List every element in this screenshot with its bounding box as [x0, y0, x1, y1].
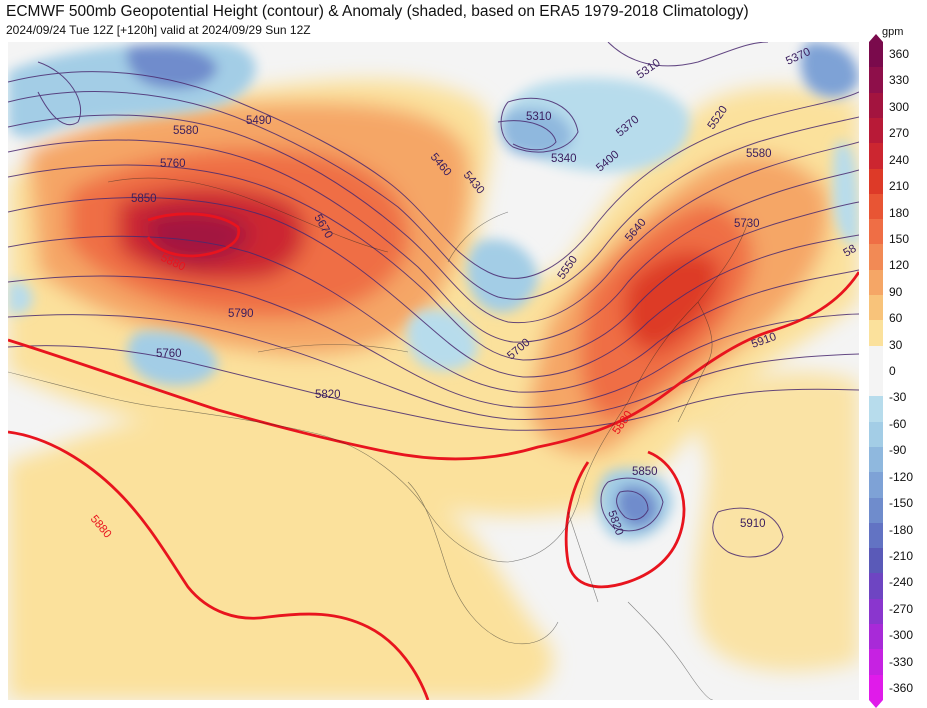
colorbar-tick-label: -240: [889, 575, 914, 590]
colorbar-tick-label: 60: [889, 311, 903, 326]
contour-label: 5730: [734, 218, 760, 230]
contour-label: 5310: [526, 111, 552, 123]
colorbar-swatch: [869, 371, 883, 397]
colorbar-swatch: [869, 295, 883, 321]
colorbar-top-arrow: [869, 34, 883, 42]
map-subtitle: 2024/09/24 Tue 12Z [+120h] valid at 2024…: [6, 23, 311, 37]
colorbar-swatch: [869, 42, 883, 68]
colorbar-swatch: [869, 193, 883, 220]
colorbar-swatch: [869, 219, 883, 245]
colorbar-tick-label: 120: [889, 258, 910, 273]
colorbar-tick-label: -300: [889, 628, 914, 643]
colorbar-tick-label: -120: [889, 469, 914, 484]
contour-label: 5580: [173, 125, 199, 137]
country-boundaries: [8, 177, 749, 700]
colorbar-swatch: [869, 244, 883, 271]
colorbar-tick-label: 0: [889, 364, 896, 378]
contour-label: 5760: [156, 348, 182, 360]
colorbar-tick-label: 150: [889, 231, 910, 246]
colorbar-swatch: [869, 143, 883, 170]
colorbar-tick-label: -30: [889, 390, 907, 405]
colorbar-bottom-arrow: [869, 700, 883, 708]
contour-5880: [8, 212, 859, 700]
colorbar-swatch: [869, 598, 883, 625]
colorbar-tick-label: -60: [889, 416, 907, 431]
negative-anomaly-shading: [8, 42, 859, 541]
colorbar-tick-label: -270: [889, 601, 914, 616]
colorbar-swatch: [869, 573, 883, 600]
positive-anomaly-shading: [8, 79, 859, 700]
colorbar-tick-label: 300: [889, 99, 910, 114]
weather-map: 5580 5490 5760 5850 5880 5670 5460 5430 …: [8, 42, 859, 700]
colorbar-tick-label: -180: [889, 522, 914, 537]
colorbar-swatch: [869, 269, 883, 296]
map-title: ECMWF 500mb Geopotential Height (contour…: [6, 3, 749, 20]
colorbar-swatch: [869, 396, 883, 423]
contour-label: 5850: [131, 193, 157, 205]
colorbar-tick-label: 240: [889, 152, 910, 167]
anomaly-field: 5580 5490 5760 5850 5880 5670 5460 5430 …: [8, 42, 859, 700]
colorbar-unit: gpm: [882, 26, 904, 38]
contour-label: 5850: [632, 466, 658, 478]
colorbar-swatch: [869, 117, 883, 144]
colorbar-swatch: [869, 67, 883, 94]
height-contours: [8, 42, 859, 558]
colorbar-swatch: [869, 649, 883, 676]
colorbar-tick-label: 270: [889, 126, 910, 141]
colorbar-swatch: [869, 168, 883, 195]
colorbar-tick-label: 30: [889, 337, 903, 352]
contour-label: 5790: [228, 308, 254, 320]
colorbar-tick-label: 360: [889, 47, 910, 61]
contour-label: 5760: [160, 158, 186, 170]
colorbar-swatch: [869, 421, 883, 448]
contour-label: 5340: [551, 153, 577, 165]
contour-label: 5580: [746, 148, 772, 160]
contour-label: 58: [842, 243, 859, 260]
contour-label: 5910: [740, 518, 766, 530]
colorbar: [869, 42, 883, 701]
colorbar-swatch: [869, 522, 883, 549]
colorbar-swatch: [869, 674, 883, 701]
colorbar-swatch: [869, 497, 883, 524]
colorbar-tick-label: -330: [889, 654, 914, 669]
colorbar-tick-label: 210: [889, 179, 910, 194]
colorbar-tick-label: 90: [889, 284, 903, 299]
colorbar-tick-label: -210: [889, 548, 914, 563]
colorbar-swatch: [869, 320, 883, 347]
colorbar-tick-label: -150: [889, 496, 914, 511]
contour-label: 5820: [315, 389, 341, 401]
colorbar-swatch: [869, 92, 883, 119]
contour-label: 5490: [246, 115, 272, 127]
colorbar-swatch: [869, 345, 883, 372]
colorbar-swatch: [869, 446, 883, 473]
colorbar-tick-label: 180: [889, 205, 910, 220]
colorbar-swatch: [869, 548, 883, 574]
colorbar-swatch: [869, 472, 883, 499]
colorbar-tick-label: -90: [889, 443, 907, 458]
colorbar-swatch: [869, 624, 883, 650]
colorbar-tick-label: -360: [889, 681, 914, 695]
colorbar-tick-label: 330: [889, 73, 910, 88]
